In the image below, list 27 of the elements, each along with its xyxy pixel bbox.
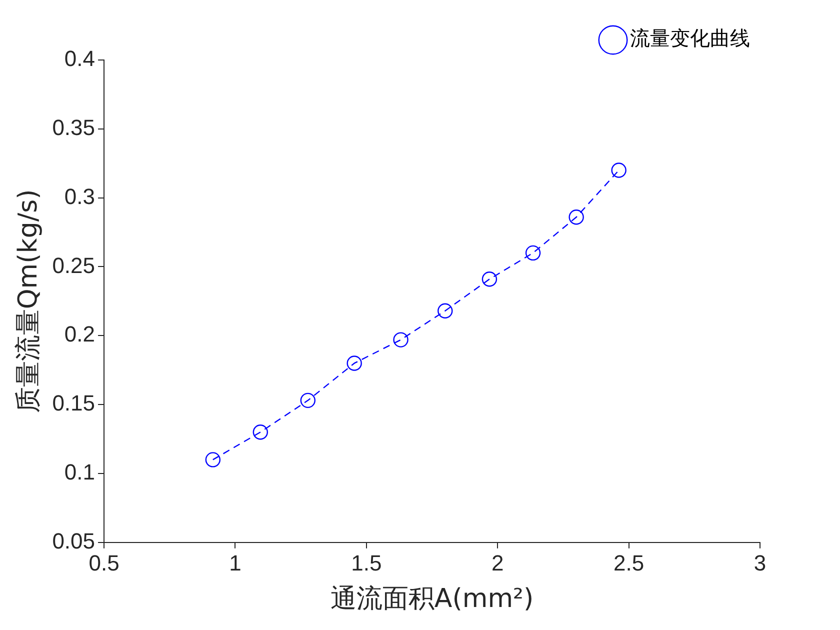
x-tick-label: 1.5 (351, 550, 382, 576)
point (300, 392, 316, 408)
point (205, 452, 221, 468)
point (346, 356, 362, 371)
y-tick-label: 0.1 (64, 460, 96, 485)
y-tick-label: 0.4 (64, 46, 96, 72)
legend-label: 流量变化曲线 (630, 26, 750, 50)
y-tick-label: 0.05 (52, 528, 96, 554)
x-axis-title: 通流面积A(mm²) (330, 584, 534, 614)
y-tick-label: 0.35 (52, 114, 96, 140)
x-tick-label: 0.5 (88, 550, 120, 576)
point (525, 245, 541, 261)
x-tick-label: 2.5 (614, 550, 644, 576)
x-tick-label: 1 (229, 550, 242, 576)
point (393, 332, 408, 348)
y-tick-label: 0.3 (64, 184, 96, 209)
y-tick-label: 0.2 (64, 322, 96, 347)
x-tick-label: 3 (754, 550, 766, 576)
point (482, 272, 498, 287)
point (611, 162, 626, 178)
y-tick-label: 0.25 (52, 252, 96, 278)
point (438, 303, 453, 318)
y-axis-title: 质量流量Qm(kg/s) (13, 189, 44, 414)
x-tick-label: 2 (491, 550, 504, 576)
point (252, 424, 268, 440)
point (568, 210, 584, 225)
y-tick-label: 0.15 (52, 390, 96, 416)
